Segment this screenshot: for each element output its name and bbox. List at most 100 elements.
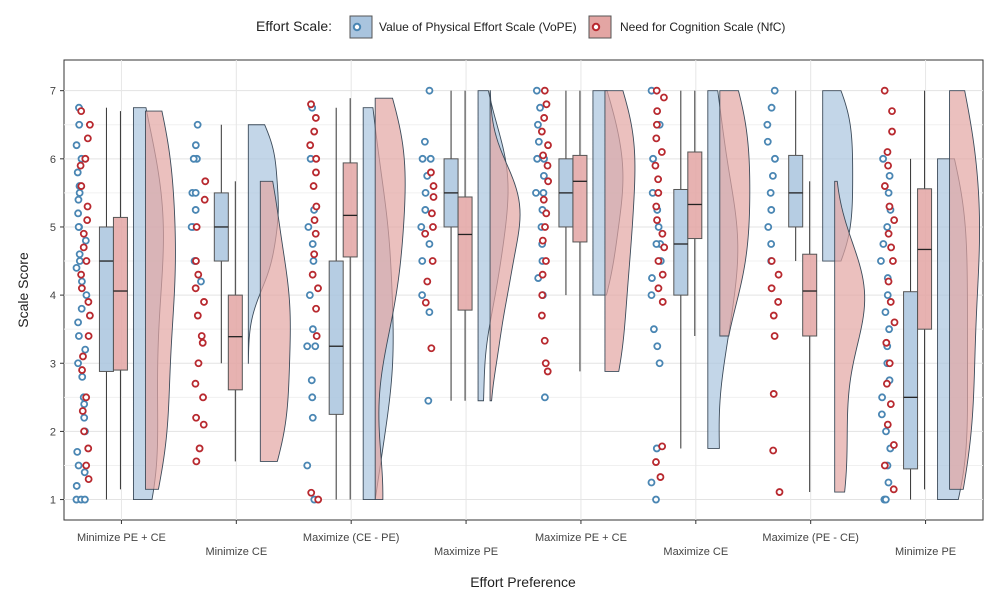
data-point <box>648 274 656 282</box>
data-point <box>78 366 86 374</box>
data-point <box>655 359 664 368</box>
x-tick-label: Maximize CE <box>663 546 728 558</box>
data-point <box>197 332 206 340</box>
density-cloud <box>719 90 751 337</box>
data-point <box>884 229 893 238</box>
data-point <box>429 193 438 201</box>
data-point <box>763 120 772 129</box>
data-point <box>534 137 543 146</box>
legend-label-vope: Value of Physical Effort Scale (VoPE) <box>379 20 577 34</box>
data-point <box>425 308 434 317</box>
data-point <box>881 495 890 504</box>
data-point <box>883 291 892 300</box>
y-tick-label: 2 <box>50 426 56 438</box>
data-point <box>774 270 783 279</box>
data-point <box>767 257 776 265</box>
box <box>788 154 804 228</box>
data-point <box>82 257 91 265</box>
data-point <box>884 277 893 286</box>
data-point <box>657 148 666 156</box>
data-point <box>653 216 661 225</box>
data-point <box>84 298 93 306</box>
data-point <box>191 284 200 293</box>
data-point <box>538 270 547 279</box>
data-point <box>310 216 319 225</box>
x-tick-label: Maximize (CE - PE) <box>303 532 400 544</box>
legend-point-nfc <box>591 22 601 32</box>
data-point <box>74 223 83 231</box>
data-point <box>84 332 93 340</box>
x-tick-label: Maximize PE + CE <box>535 532 627 544</box>
data-point <box>78 277 86 286</box>
data-point <box>191 379 200 388</box>
data-point <box>890 318 899 327</box>
data-point <box>541 359 550 368</box>
data-point <box>885 171 894 180</box>
data-point <box>654 175 663 184</box>
data-point <box>769 446 778 455</box>
data-point <box>540 86 549 95</box>
data-point <box>198 338 207 347</box>
data-point <box>417 223 426 231</box>
data-point <box>195 444 204 453</box>
data-point <box>421 298 430 307</box>
data-point <box>79 243 88 252</box>
data-point <box>314 495 323 504</box>
data-point <box>537 127 546 136</box>
data-point <box>880 182 889 190</box>
data-point <box>879 240 888 248</box>
data-point <box>308 240 317 248</box>
data-point <box>305 291 314 300</box>
data-point <box>653 107 662 116</box>
data-point <box>542 209 551 218</box>
data-point <box>312 304 320 313</box>
data-point <box>77 284 86 293</box>
data-point <box>200 195 209 204</box>
data-point <box>533 154 542 163</box>
data-point <box>654 188 663 197</box>
data-point <box>656 473 665 481</box>
data-point <box>649 154 657 163</box>
data-point <box>75 257 84 265</box>
data-point <box>770 86 779 95</box>
data-point <box>888 107 896 116</box>
data-point <box>653 342 662 351</box>
data-point <box>311 342 320 351</box>
density-cloud <box>949 90 981 490</box>
data-point <box>307 488 316 497</box>
data-point <box>78 372 87 381</box>
data-point <box>428 257 437 265</box>
data-point <box>881 308 890 317</box>
data-point <box>429 223 437 231</box>
data-point <box>75 250 84 259</box>
data-point <box>312 168 320 177</box>
box <box>687 151 703 240</box>
data-point <box>539 171 548 180</box>
data-point <box>82 291 91 300</box>
data-point <box>882 427 890 436</box>
y-tick-label: 3 <box>50 358 56 370</box>
y-tick-label: 7 <box>50 86 56 98</box>
data-point <box>879 154 887 163</box>
data-point <box>74 318 82 327</box>
x-axis-title: Effort Preference <box>470 574 576 590</box>
data-point <box>767 240 776 248</box>
data-point <box>192 457 201 466</box>
data-point <box>193 311 202 320</box>
data-point <box>651 161 660 170</box>
data-point <box>83 134 92 143</box>
data-point <box>420 137 429 146</box>
data-point <box>429 182 438 190</box>
data-point <box>425 86 434 95</box>
data-point <box>886 400 895 409</box>
data-point <box>77 182 86 190</box>
legend-key-nfc: Need for Cognition Scale (NfC) <box>588 15 785 39</box>
data-point <box>312 332 321 340</box>
data-point <box>307 376 316 385</box>
data-point <box>192 413 201 422</box>
data-point <box>886 298 895 306</box>
data-point <box>887 243 896 252</box>
data-point <box>542 257 550 265</box>
